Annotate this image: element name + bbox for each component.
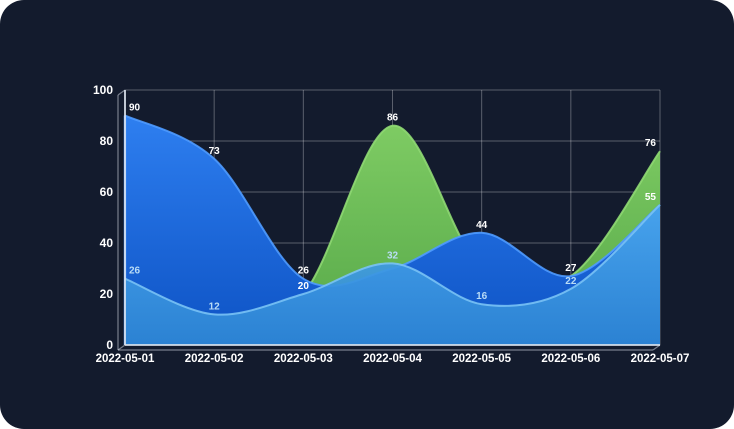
y-axis-tick-label: 40 <box>100 236 114 250</box>
value-label-dark-blue: 55 <box>645 192 657 203</box>
value-label-dark-blue: 73 <box>209 146 221 157</box>
line-light-blue <box>124 204 661 316</box>
area-light-blue <box>125 204 660 345</box>
value-labels: 20 86 76 90 73 26 44 27 55 26 12 32 16 22 <box>129 103 656 313</box>
y-axis-tick-label: 80 <box>100 134 114 148</box>
axis-depth-connector <box>652 344 661 351</box>
value-label-dark-blue: 26 <box>298 266 310 277</box>
y-axis-tick-label: 0 <box>106 338 113 352</box>
x-axis-tick-label: 2022-05-05 <box>452 353 511 365</box>
x-axis-tick-label: 2022-05-03 <box>274 353 333 365</box>
y-axis-tick-label: 100 <box>93 83 113 97</box>
value-label-green: 86 <box>387 113 399 124</box>
value-label-green: 20 <box>298 281 310 292</box>
value-label-light-blue: 12 <box>209 301 221 312</box>
x-axis-labels: 2022-05-01 2022-05-02 2022-05-03 2022-05-04… <box>96 353 690 365</box>
x-axis-tick-label: 2022-05-06 <box>541 353 600 365</box>
y-axis-tick-label: 20 <box>100 287 114 301</box>
value-label-dark-blue: 90 <box>129 103 141 114</box>
value-label-light-blue: 16 <box>476 291 488 302</box>
axis-depth-connector <box>117 89 126 96</box>
value-label-green: 76 <box>645 138 657 149</box>
value-label-light-blue: 22 <box>565 276 577 287</box>
x-axis-tick-label: 2022-05-01 <box>96 353 155 365</box>
y-axis-tick-label: 60 <box>100 185 114 199</box>
axis-depth-connector <box>117 344 126 351</box>
value-label-light-blue: 26 <box>129 266 141 277</box>
value-label-dark-blue: 44 <box>476 220 488 231</box>
y-axis-labels: 0 20 40 60 80 100 <box>93 83 113 352</box>
x-axis-tick-label: 2022-05-02 <box>185 353 244 365</box>
value-label-light-blue: 32 <box>387 250 399 261</box>
x-axis-tick-label: 2022-05-04 <box>363 353 422 365</box>
value-label-dark-blue: 27 <box>565 263 577 274</box>
series-areas <box>123 114 661 345</box>
area-dark-blue <box>125 115 660 345</box>
x-axis-tick-label: 2022-05-07 <box>631 353 690 365</box>
axes <box>117 89 661 351</box>
